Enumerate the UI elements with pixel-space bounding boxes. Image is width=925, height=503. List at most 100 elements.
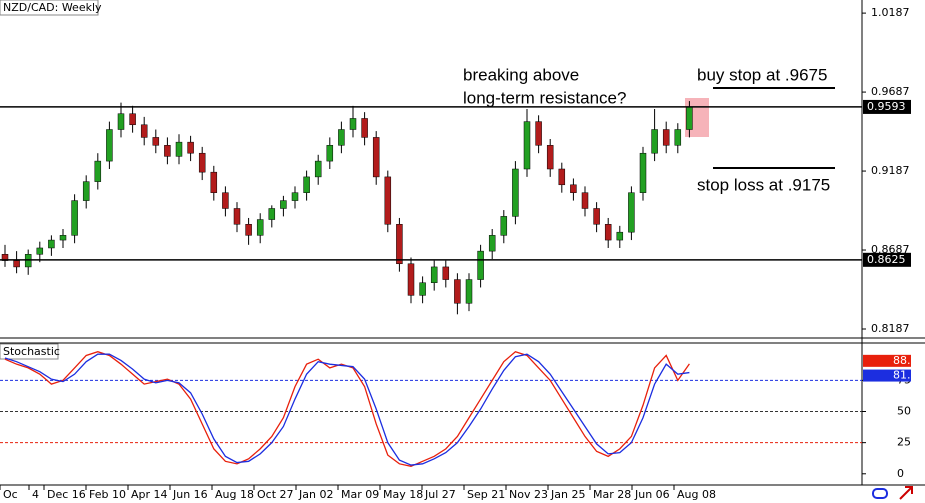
title-box xyxy=(0,0,99,16)
candle-body xyxy=(117,113,125,130)
candle-body xyxy=(198,152,206,173)
value-label-box xyxy=(863,354,911,367)
price-label-box xyxy=(863,252,911,267)
candle-body xyxy=(662,129,670,146)
x-tick-label: Oct 27 xyxy=(257,488,294,501)
price-label-box xyxy=(863,99,911,114)
candle-body xyxy=(616,231,624,241)
candle-body xyxy=(314,160,322,178)
candle-body xyxy=(512,168,519,217)
price-label: 0.8625 xyxy=(867,253,906,266)
y-tick-label: 0 xyxy=(897,467,904,480)
candle-body xyxy=(13,260,20,268)
candle-body xyxy=(396,224,403,265)
candle-body xyxy=(581,192,589,209)
candle-body xyxy=(82,181,90,201)
candle-body xyxy=(326,145,334,162)
candle-body xyxy=(477,250,484,280)
candle-body xyxy=(164,145,171,157)
candle-body xyxy=(651,129,658,154)
candle-body xyxy=(152,137,160,146)
value-label: 88.27 xyxy=(893,354,925,367)
candle-body xyxy=(187,141,194,154)
candle-body xyxy=(210,171,218,193)
candle-body xyxy=(245,224,252,236)
x-tick-label: Jan 25 xyxy=(550,488,585,501)
candle-body xyxy=(291,192,299,201)
candle-body xyxy=(407,263,415,296)
candle-body xyxy=(384,176,392,225)
x-tick-label: Apr 14 xyxy=(131,488,168,501)
x-tick-label: Jul 27 xyxy=(424,488,456,501)
candle-body xyxy=(488,235,496,252)
candle-body xyxy=(59,235,67,241)
annotation: long-term resistance? xyxy=(463,88,626,107)
candle-body xyxy=(523,121,531,170)
x-tick-label: Jun 16 xyxy=(172,488,208,501)
candle-body xyxy=(593,208,600,225)
expand-icon[interactable] xyxy=(899,486,913,500)
price-label: 0.9593 xyxy=(867,100,906,113)
candle-body xyxy=(338,129,345,146)
candle-body xyxy=(280,200,287,209)
x-tick-label: Jan 02 xyxy=(298,488,333,501)
candle-body xyxy=(222,192,229,209)
x-tick-label: Jun 06 xyxy=(634,488,670,501)
x-tick-label: Feb 10 xyxy=(89,488,126,501)
annotation: buy stop at .9675 xyxy=(697,65,827,84)
y-tick-label: 0.8687 xyxy=(871,243,910,256)
candle-body xyxy=(558,168,566,186)
y-tick-label: 0.8187 xyxy=(871,322,910,335)
x-tick-label: Mar 09 xyxy=(341,488,379,501)
candle-body xyxy=(106,129,113,162)
y-tick-label: 50 xyxy=(897,405,911,418)
annotation: stop loss at .9175 xyxy=(697,175,830,194)
candle-body xyxy=(303,176,310,193)
candle-body xyxy=(430,266,438,283)
y-tick-label: 0.9187 xyxy=(871,164,910,177)
x-tick-label: Dec 16 xyxy=(47,488,86,501)
y-tick-label: 1.0187 xyxy=(871,6,910,19)
panel-title: Stochastic xyxy=(3,345,60,358)
candle-body xyxy=(500,216,508,236)
y-tick-label: 0.9687 xyxy=(871,85,910,98)
stochastic-line xyxy=(4,353,690,466)
annotation: breaking above xyxy=(463,65,579,84)
candle-body xyxy=(674,129,682,146)
candle-body xyxy=(71,200,78,236)
x-tick-label: Mar 28 xyxy=(593,488,631,501)
candle-body xyxy=(256,219,264,236)
candle-body xyxy=(546,145,554,170)
chart-title: NZD/CAD: Weekly xyxy=(3,1,102,14)
candle-body xyxy=(419,282,426,296)
candle-body xyxy=(535,121,542,146)
candle-body xyxy=(442,266,450,280)
candle-body xyxy=(129,113,136,126)
candle-body xyxy=(465,279,473,304)
candle-body xyxy=(349,118,357,130)
title-box xyxy=(0,343,59,360)
x-tick-label: Nov 23 xyxy=(509,488,548,501)
candle-body xyxy=(175,141,183,157)
candle-body xyxy=(454,279,461,304)
candle-body xyxy=(686,106,693,130)
candle-body xyxy=(48,239,55,249)
x-tick-label: Aug 08 xyxy=(677,488,716,501)
candle-body xyxy=(94,160,102,182)
candle-body xyxy=(628,192,635,233)
link-icon[interactable] xyxy=(872,488,888,499)
candle-body xyxy=(372,137,380,178)
candle-body xyxy=(36,247,44,255)
value-label: 81.27 xyxy=(893,369,925,382)
candle-body xyxy=(361,118,368,138)
x-tick-label: Sep 21 xyxy=(467,488,505,501)
candle-body xyxy=(570,184,577,193)
x-tick-label: Oc xyxy=(3,488,18,501)
candle-body xyxy=(140,124,148,138)
x-tick-label: 4 xyxy=(32,488,39,501)
x-tick-label: May 18 xyxy=(383,488,423,501)
y-tick-label: 25 xyxy=(897,436,911,449)
candle-body xyxy=(639,152,647,193)
